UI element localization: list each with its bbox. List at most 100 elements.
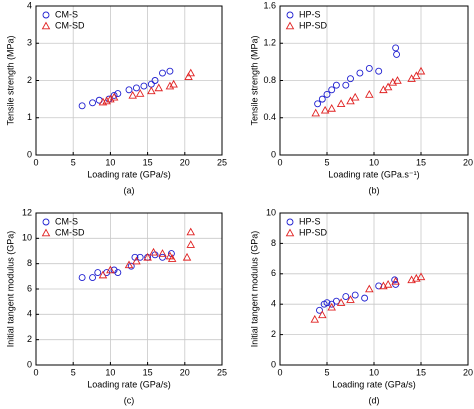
marker-circle (332, 297, 340, 305)
legend-label: CM-SD (55, 20, 85, 30)
marker-circle (391, 276, 399, 284)
marker-triangle (310, 314, 320, 323)
marker-circle (323, 91, 331, 98)
y-tick-label: 2 (27, 75, 32, 85)
x-tick-label: 10 (105, 157, 115, 167)
y-tick-label: 1.2 (263, 38, 276, 48)
marker-triangle (158, 249, 167, 257)
marker-triangle (124, 260, 134, 269)
marker-triangle (106, 94, 115, 103)
marker-triangle (143, 252, 152, 261)
marker-circle (78, 102, 86, 110)
x-tick-label: 5 (71, 367, 76, 377)
marker-circle (342, 81, 350, 89)
caption: (a) (124, 185, 135, 195)
marker-circle (78, 274, 86, 282)
marker-circle (140, 82, 148, 90)
marker-triangle (336, 298, 346, 306)
marker-triangle (383, 82, 393, 91)
marker-triangle (311, 108, 320, 117)
marker-circle (286, 11, 294, 19)
x-tick-label: 0 (277, 367, 282, 377)
y-tick-label: 6 (271, 268, 276, 278)
x-tick-label: 10 (369, 367, 379, 377)
y-axis-label: Initial tangent modulus (GPa) (5, 231, 15, 348)
marker-circle (132, 84, 140, 92)
y-axis-label: Tensile strength (MPa) (249, 35, 259, 125)
y-tick-label: 0 (27, 149, 32, 159)
x-tick-label: 10 (369, 157, 379, 167)
y-tick-label: 4 (271, 299, 276, 309)
marker-triangle (320, 105, 330, 114)
marker-triangle (106, 265, 115, 274)
marker-circle (42, 11, 50, 19)
x-axis-label: Loading rate (GPa/s) (87, 379, 171, 389)
marker-triangle (388, 77, 398, 86)
marker-circle (114, 90, 122, 97)
marker-triangle (41, 21, 51, 30)
marker-triangle (128, 90, 137, 99)
marker-triangle (416, 272, 426, 281)
x-tick-label: 15 (143, 367, 153, 377)
x-tick-label: 5 (324, 367, 329, 377)
plot-frame (279, 212, 469, 366)
marker-circle (328, 86, 336, 94)
marker-triangle (135, 89, 145, 97)
marker-circle (89, 99, 96, 107)
x-tick-label: 0 (33, 367, 38, 377)
marker-triangle (109, 92, 119, 101)
x-tick-label: 5 (71, 157, 76, 167)
marker-circle (328, 300, 336, 308)
marker-triangle (41, 228, 51, 237)
y-tick-label: 0.4 (263, 112, 276, 122)
y-tick-label: 10 (266, 207, 276, 217)
marker-circle (361, 294, 369, 302)
marker-circle (365, 64, 373, 72)
x-tick-label: 20 (463, 157, 473, 167)
marker-triangle (169, 79, 178, 88)
marker-triangle (350, 92, 360, 101)
x-tick-label: 15 (416, 157, 426, 167)
marker-circle (159, 69, 166, 77)
marker-circle (286, 218, 294, 226)
marker-triangle (186, 68, 196, 77)
legend-label: HP-S (299, 9, 321, 19)
y-tick-label: 6 (27, 283, 32, 293)
y-tick-label: 0.8 (263, 75, 276, 85)
marker-circle (89, 274, 96, 282)
marker-circle (347, 75, 354, 83)
marker-triangle (132, 256, 141, 265)
x-axis-label: Loading rate (GPa/s) (332, 379, 416, 389)
marker-circle (147, 80, 155, 88)
legend-label: CM-SD (55, 227, 85, 237)
marker-triangle (182, 252, 192, 261)
marker-circle (323, 299, 331, 307)
marker-circle (332, 81, 340, 89)
caption: (b) (369, 185, 380, 195)
x-tick-label: 0 (277, 157, 282, 167)
x-tick-label: 10 (105, 367, 115, 377)
marker-circle (356, 69, 364, 77)
marker-circle (351, 291, 359, 299)
marker-circle (316, 306, 323, 314)
marker-triangle (147, 86, 156, 95)
marker-circle (127, 262, 135, 270)
caption: (c) (124, 395, 135, 405)
marker-circle (393, 50, 401, 58)
marker-triangle (186, 240, 196, 248)
marker-circle (42, 218, 50, 226)
marker-circle (136, 253, 144, 261)
marker-circle (342, 293, 350, 301)
legend-label: HP-SD (299, 20, 328, 30)
x-tick-label: 25 (217, 157, 227, 167)
marker-triangle (365, 284, 374, 293)
marker-circle (151, 77, 159, 84)
marker-circle (375, 67, 383, 75)
marker-circle (314, 100, 322, 108)
marker-triangle (167, 254, 177, 262)
y-tick-label: 8 (271, 238, 276, 248)
marker-triangle (98, 270, 108, 279)
marker-triangle (184, 72, 193, 81)
marker-triangle (416, 66, 426, 75)
legend-label: CM-S (55, 216, 78, 226)
